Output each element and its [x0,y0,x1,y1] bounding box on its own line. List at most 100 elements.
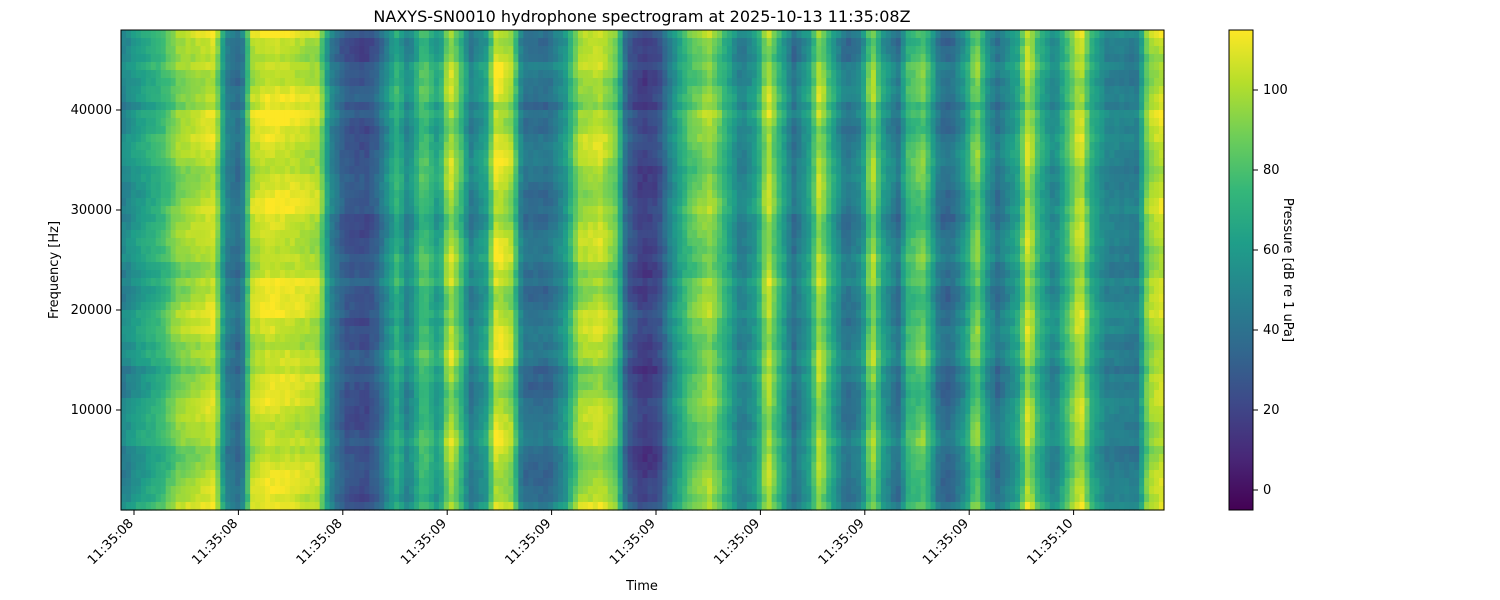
heatmap-cell [463,110,470,119]
heatmap-cell [632,110,639,119]
heatmap-cell [726,174,733,183]
heatmap-cell [885,110,892,119]
heatmap-cell [274,190,281,199]
heatmap-cell [210,150,216,159]
heatmap-cell [339,198,346,207]
heatmap-cell [1019,86,1026,95]
heatmap-cell [960,30,966,39]
heatmap-cell [1104,166,1110,175]
heatmap-cell [1019,118,1026,127]
heatmap-cell [632,30,639,39]
heatmap-cell [627,182,634,191]
heatmap-cell [135,150,142,159]
heatmap-cell [225,46,231,55]
heatmap-cell [905,70,912,79]
heatmap-cell [155,166,162,175]
heatmap-cell [364,102,370,111]
heatmap-cell [265,30,271,39]
heatmap-cell [702,166,708,175]
heatmap-cell [389,94,395,103]
heatmap-cell [155,110,162,119]
heatmap-cell [687,38,693,47]
heatmap-cell [1079,86,1086,95]
heatmap-cell [975,150,981,159]
heatmap-cell [369,166,375,175]
heatmap-cell [851,62,857,71]
heatmap-cell [389,174,395,183]
heatmap-cell [230,134,236,143]
heatmap-cell [692,126,698,135]
heatmap-cell [582,86,589,95]
heatmap-cell [851,174,857,183]
heatmap-cell [925,198,932,207]
heatmap-cell [746,94,753,103]
heatmap-cell [121,182,127,191]
heatmap-cell [319,30,326,39]
heatmap-cell [697,118,703,127]
heatmap-cell [458,142,465,151]
heatmap-cell [1074,70,1081,79]
heatmap-cell [702,118,708,127]
heatmap-cell [443,142,450,151]
heatmap-cell [1144,38,1150,47]
heatmap-cell [751,198,758,207]
heatmap-cell [314,158,321,167]
heatmap-cell [284,102,291,111]
heatmap-cell [980,46,986,55]
heatmap-cell [1049,166,1056,175]
heatmap-cell [746,182,753,191]
heatmap-cell [930,46,937,55]
heatmap-cell [751,150,758,159]
heatmap-cell [806,38,812,47]
heatmap-cell [771,198,778,207]
heatmap-cell [369,142,375,151]
heatmap-cell [235,158,241,167]
heatmap-cell [279,38,286,47]
heatmap-cell [135,158,142,167]
heatmap-cell [841,110,847,119]
heatmap-cell [309,206,316,215]
heatmap-cell [1034,166,1041,175]
heatmap-cell [811,110,817,119]
heatmap-cell [1034,206,1041,215]
heatmap-cell [1059,150,1066,159]
heatmap-cell [1094,46,1101,55]
heatmap-cell [399,110,405,119]
heatmap-cell [235,166,241,175]
heatmap-cell [801,78,807,87]
heatmap-cell [145,134,152,143]
heatmap-cell [284,118,291,127]
heatmap-cell [870,78,877,87]
heatmap-cell [736,198,743,207]
heatmap-cell [245,142,251,151]
heatmap-cell [379,198,385,207]
heatmap-cell [1024,166,1031,175]
heatmap-cell [324,54,331,63]
heatmap-cell [771,70,778,79]
heatmap-cell [637,62,644,71]
heatmap-cell [617,206,624,215]
heatmap-cell [309,150,316,159]
heatmap-cell [568,174,574,183]
heatmap-cell [622,94,629,103]
heatmap-cell [1015,62,1021,71]
heatmap-cell [890,198,897,207]
heatmap-cell [885,142,892,151]
heatmap-cell [657,102,663,111]
heatmap-cell [1024,190,1031,199]
heatmap-cell [349,30,356,39]
heatmap-cell [359,30,365,39]
heatmap-cell [1129,110,1135,119]
heatmap-cell [1044,110,1051,119]
heatmap-cell [726,78,733,87]
heatmap-cell [632,118,639,127]
heatmap-cell [329,126,336,135]
heatmap-cell [692,54,698,63]
heatmap-cell [895,30,902,39]
heatmap-cell [428,190,435,199]
heatmap-cell [553,62,559,71]
heatmap-cell [821,110,827,119]
heatmap-cell [766,70,773,79]
heatmap-cell [637,166,644,175]
heatmap-cell [920,38,927,47]
